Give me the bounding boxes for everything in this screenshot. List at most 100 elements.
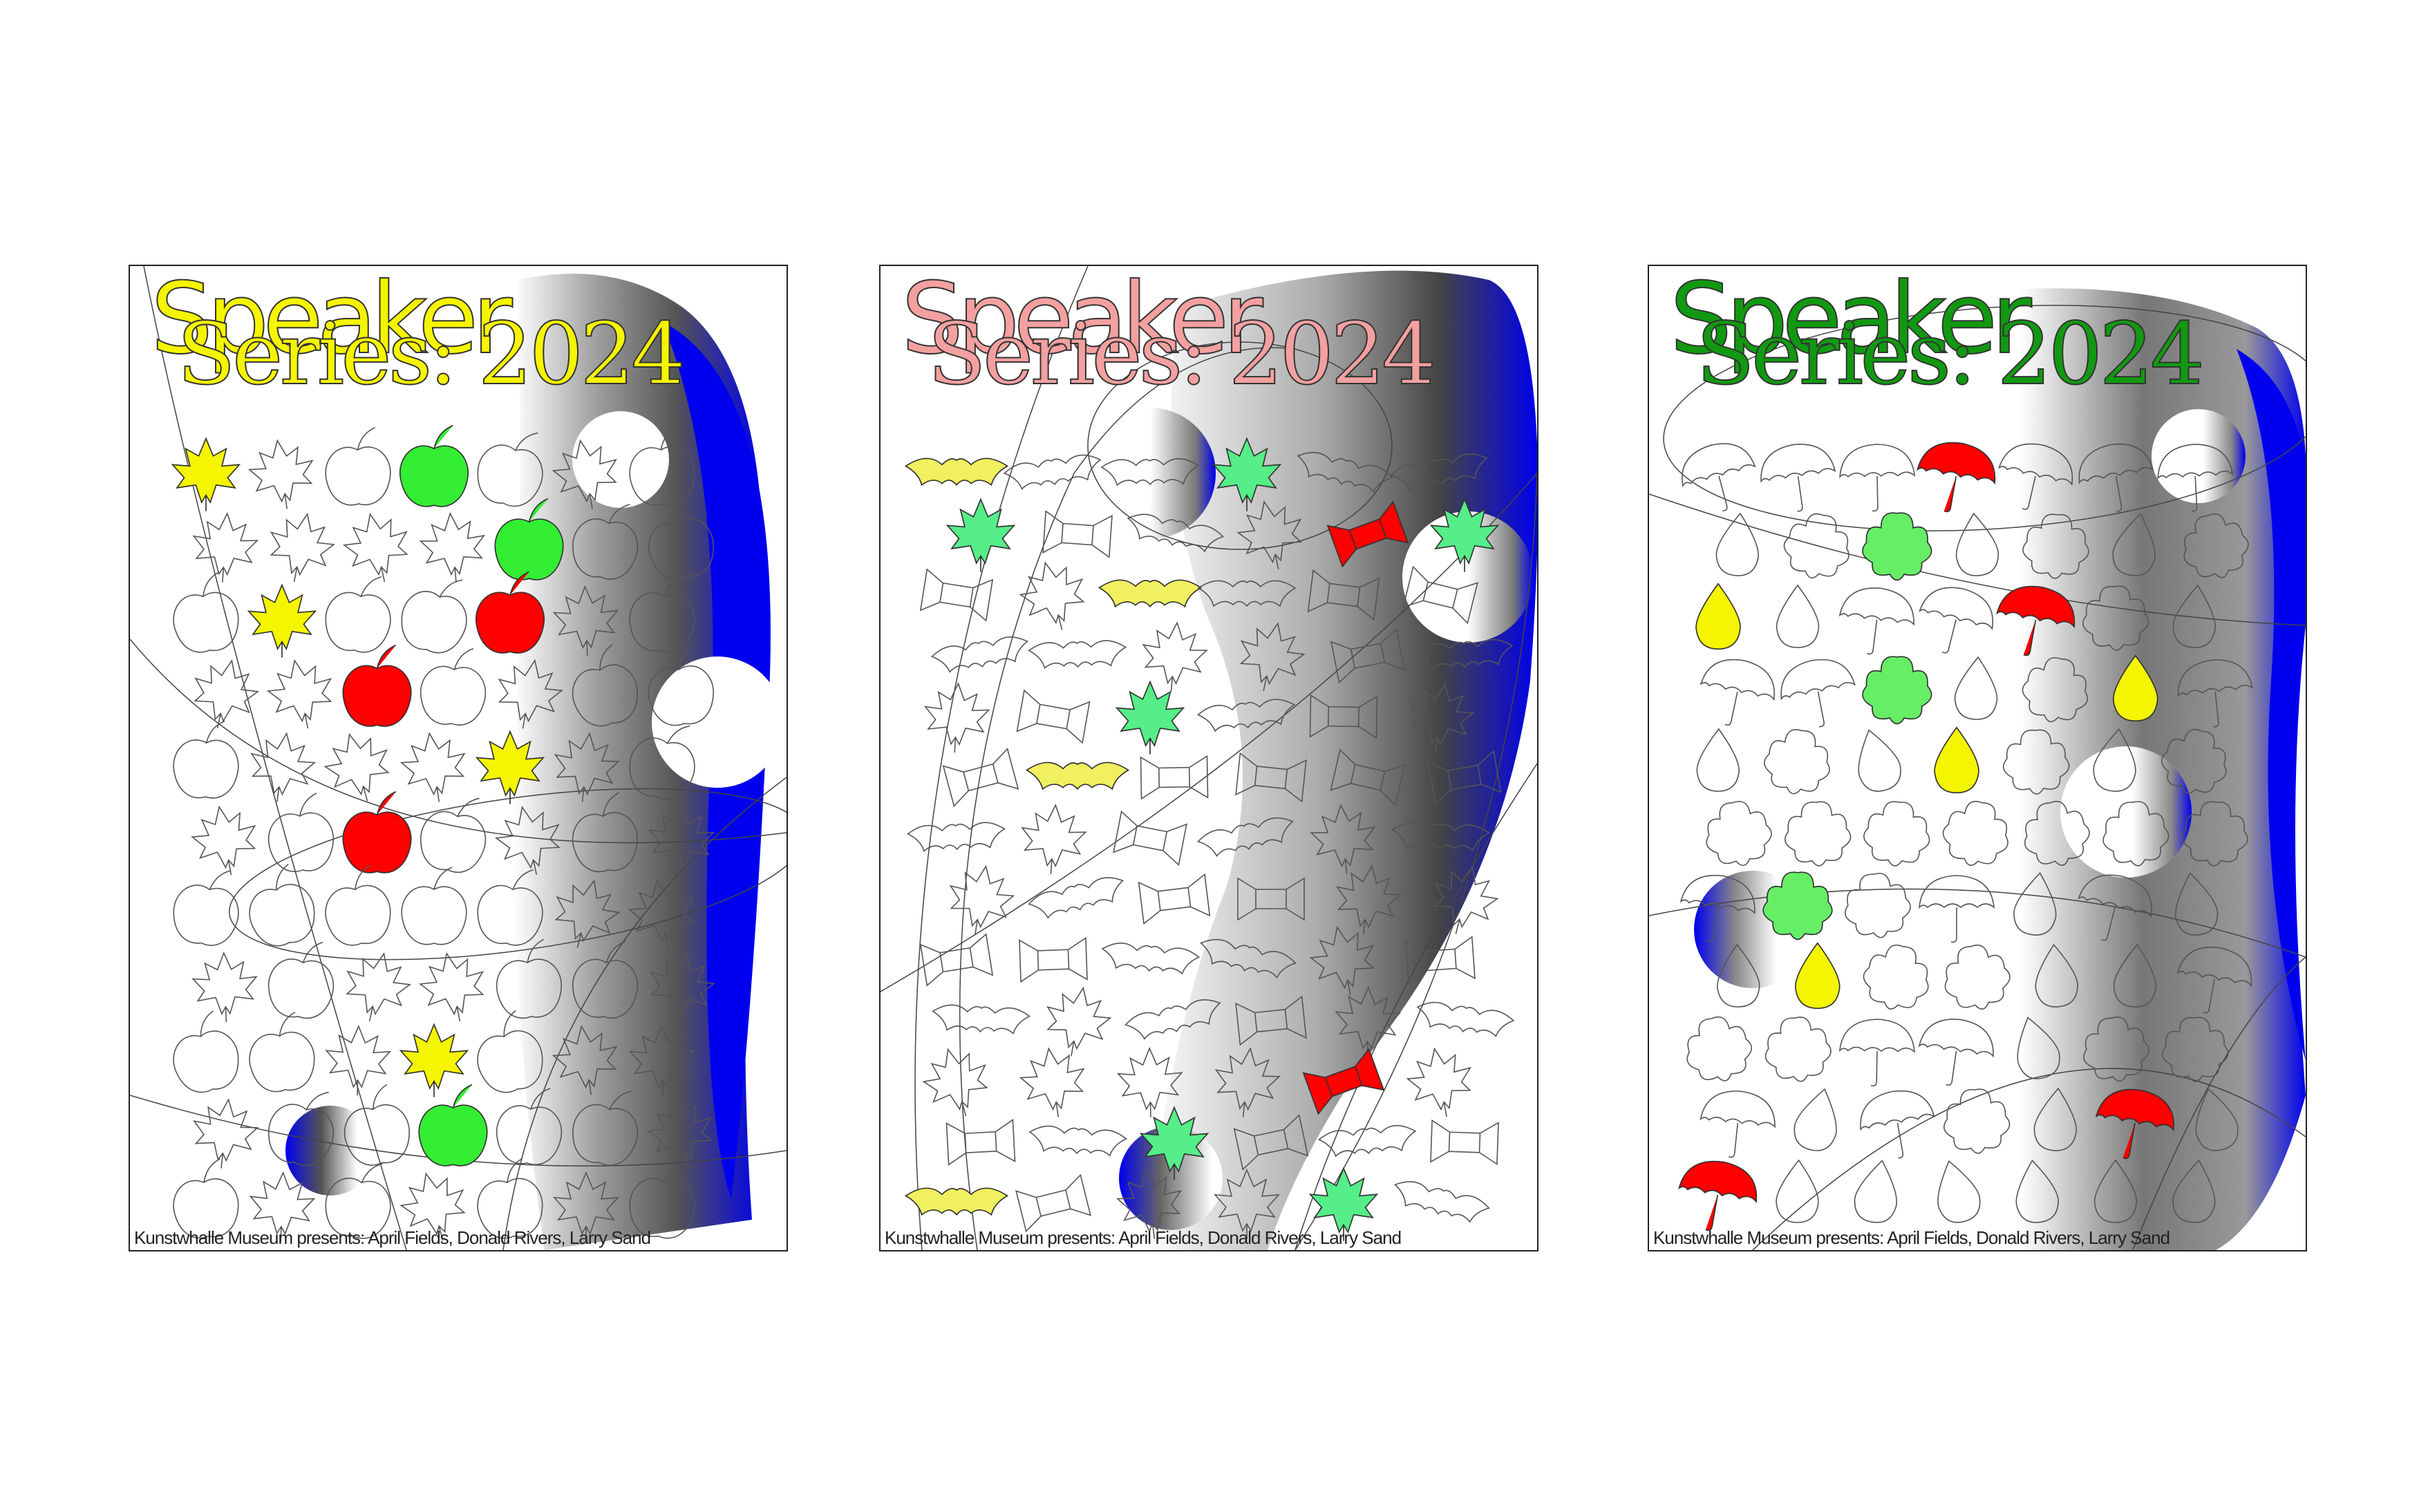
raindrop-icon [1937, 1160, 1981, 1223]
candy-icon [1402, 565, 1478, 625]
hole-circle [2152, 409, 2246, 503]
bat-icon [1124, 999, 1221, 1040]
candy-icon [1307, 569, 1380, 621]
maple-leaf-icon [1212, 437, 1282, 511]
maple-leaf-icon [628, 1024, 695, 1096]
maple-leaf-icon [494, 806, 561, 876]
apple-icon [648, 498, 714, 580]
title-line-1: Speaker [1669, 265, 2033, 376]
raindrop-icon [1794, 1088, 1837, 1151]
bat-icon [907, 822, 1006, 852]
maple-leaf-icon [949, 864, 1015, 935]
apple-icon [325, 1163, 391, 1239]
apple-icon [325, 576, 391, 653]
gradient-blob [514, 274, 764, 1250]
umbrella-icon [1679, 875, 1756, 942]
candy-icon [1427, 750, 1502, 805]
hole-circle [1402, 511, 1534, 643]
apple-icon [496, 1088, 563, 1166]
maple-leaf-icon [628, 878, 694, 949]
raindrop-icon [1934, 726, 1979, 794]
flower-icon [1764, 1017, 1832, 1082]
bat-icon [1414, 639, 1514, 670]
candy-icon [1113, 810, 1187, 867]
flower-icon [1862, 656, 1932, 725]
apple-icon [173, 1158, 239, 1239]
hole-circle [285, 1106, 375, 1196]
maple-leaf-icon [475, 730, 545, 804]
motif-grid [904, 437, 1515, 1241]
maple-leaf-icon [270, 512, 336, 583]
flower-icon [2161, 728, 2227, 794]
raindrop-icon [2175, 872, 2219, 936]
bat-icon [1028, 877, 1124, 919]
flower-icon [2002, 729, 2070, 795]
bat-icon [904, 1187, 1009, 1216]
bat-icon [1297, 452, 1393, 493]
maple-leaf-icon [346, 952, 412, 1022]
apple-icon [401, 579, 467, 654]
candy-icon [1326, 500, 1409, 568]
flower-icon [2183, 513, 2249, 578]
bat-icon [1196, 817, 1294, 858]
apple-icon [249, 864, 315, 947]
flower-icon [1762, 871, 1833, 941]
umbrella-icon [1996, 585, 2076, 656]
maple-leaf-icon [922, 1048, 988, 1117]
maple-leaf-icon [1336, 864, 1402, 935]
flower-icon [1942, 800, 2008, 866]
flower-icon [2082, 585, 2149, 651]
bat-icon [1098, 579, 1203, 608]
umbrella-icon [2177, 659, 2254, 728]
bat-icon [1197, 580, 1297, 607]
credit-line: Kunstwhalle Museum presents: April Field… [885, 1227, 1402, 1248]
maple-leaf-icon [191, 805, 256, 876]
poster-artwork [1649, 288, 2306, 1250]
hole-circle [1084, 408, 1216, 539]
raindrop-icon [2093, 1159, 2138, 1223]
maple-leaf-icon [325, 1024, 392, 1096]
apple-icon [629, 1162, 695, 1239]
apple-icon [648, 645, 714, 726]
raindrop-icon [1715, 512, 1759, 576]
umbrella-icon [1678, 1160, 1758, 1231]
flower-icon [1845, 873, 1911, 938]
apple-icon [267, 793, 335, 872]
credit-line: Kunstwhalle Museum presents: April Field… [1653, 1227, 2170, 1248]
title-line-1: Speaker [150, 265, 514, 376]
raindrop-icon [2017, 1017, 2060, 1079]
bat-icon [1003, 454, 1102, 490]
apple-icon [572, 941, 639, 1019]
bat-icon [1101, 943, 1201, 975]
raindrop-icon [1776, 1159, 1819, 1223]
raindrop-icon [1717, 943, 1760, 1008]
apple-icon [268, 941, 335, 1019]
poster-1: Speaker Series: 2024 Kunstwhalle Museum … [129, 265, 788, 1251]
title-line-2: Series: 2024 [1695, 305, 2205, 404]
candy-icon [1309, 694, 1378, 739]
raindrop-icon [2112, 513, 2156, 576]
apple-icon [343, 1084, 410, 1166]
flower-icon [1944, 944, 2011, 1010]
raindrop-icon [2035, 943, 2078, 1008]
maple-leaf-icon [552, 439, 617, 509]
maple-leaf-icon [194, 659, 260, 729]
umbrella-icon [2176, 946, 2252, 1014]
umbrella-icon [1760, 444, 1836, 512]
umbrella-icon [1919, 587, 1994, 654]
umbrella-icon [1918, 1019, 1994, 1086]
maple-leaf-icon [498, 659, 563, 729]
gradient-blob [1143, 270, 1537, 1250]
bat-icon [904, 457, 1009, 486]
maple-leaf-icon [646, 1099, 713, 1169]
raindrop-icon [1695, 583, 1741, 650]
maple-leaf-icon [1236, 500, 1303, 570]
maple-leaf-icon [1116, 1169, 1182, 1239]
maple-leaf-icon [171, 437, 241, 511]
candy-icon [919, 568, 994, 622]
bat-icon [1391, 822, 1490, 852]
maple-leaf-icon [399, 1023, 469, 1097]
umbrella-icon [2078, 443, 2154, 512]
maple-leaf-icon [1409, 682, 1475, 753]
bat-icon [1416, 1001, 1515, 1037]
